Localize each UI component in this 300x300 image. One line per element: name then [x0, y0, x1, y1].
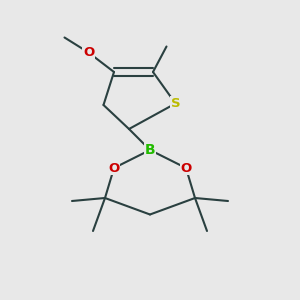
Text: B: B [145, 143, 155, 157]
Text: O: O [108, 161, 120, 175]
Text: O: O [83, 46, 94, 59]
Text: S: S [171, 97, 180, 110]
Text: O: O [180, 161, 192, 175]
